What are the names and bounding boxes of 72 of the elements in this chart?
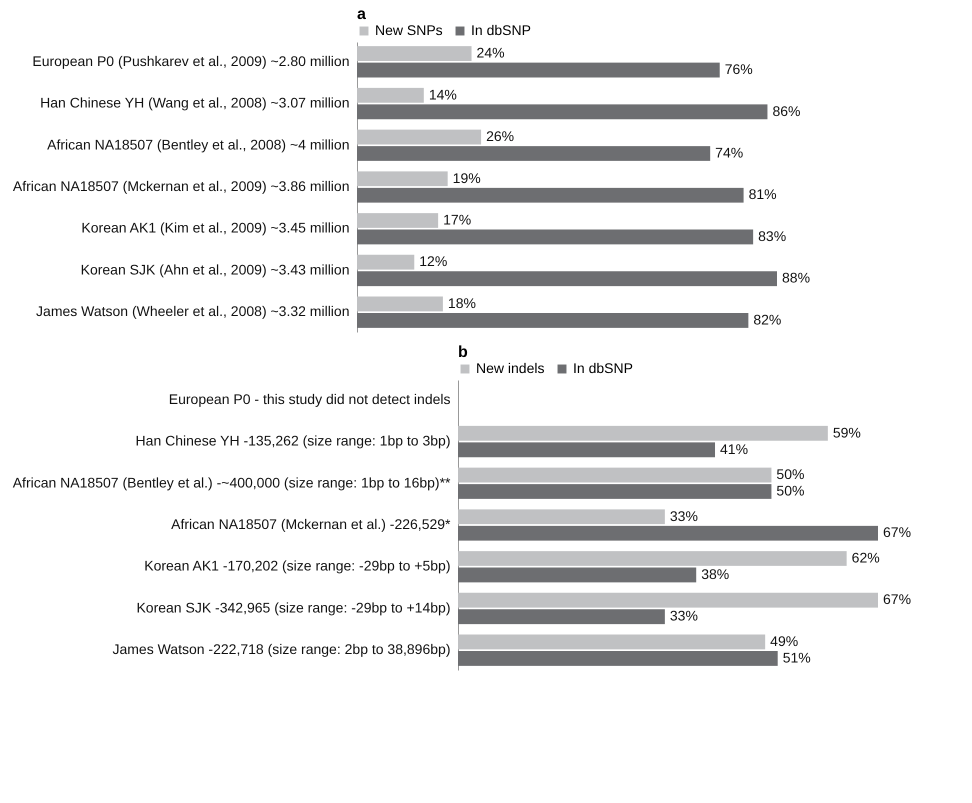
bar [357, 271, 777, 286]
data-label: 26% [486, 128, 514, 144]
bar [357, 313, 748, 328]
bar [357, 213, 438, 228]
data-label: 14% [428, 86, 457, 102]
data-label: 59% [832, 424, 861, 440]
data-label: 88% [782, 270, 810, 286]
bar [458, 592, 878, 608]
data-label: 50% [776, 466, 804, 482]
bar [458, 609, 665, 624]
bar [357, 254, 414, 270]
bar [458, 551, 847, 566]
legend-label: New SNPs [375, 22, 443, 38]
bar [357, 188, 744, 203]
data-label: 51% [782, 649, 811, 666]
legend-label: New indels [476, 360, 544, 376]
bar [458, 426, 828, 441]
data-label: 83% [758, 228, 786, 244]
bar [458, 651, 778, 666]
bar [458, 509, 665, 524]
legend-label: In dbSNP [573, 360, 633, 376]
data-label: 86% [772, 102, 800, 119]
bar [458, 484, 772, 499]
bar [458, 568, 696, 582]
bar [357, 62, 720, 78]
bar [458, 526, 878, 541]
data-label: 33% [670, 608, 698, 624]
data-label: 24% [476, 44, 505, 61]
bar [357, 296, 443, 312]
bar [458, 442, 716, 458]
bar [357, 104, 768, 120]
data-label: 67% [883, 591, 912, 608]
y-tick-label: James Watson -222,718 (size range: 2bp to 38,896bp) [112, 641, 450, 658]
bar [357, 171, 448, 186]
data-label: 41% [720, 440, 748, 457]
chart-title: b [458, 344, 468, 361]
y-tick-label: Han Chinese YH -135,262 (size range: 1bp to 3bp) [136, 432, 450, 449]
bar [357, 146, 710, 161]
y-tick-label: Korean AK1 (Kim et al., 2009) ~3.45 million [81, 220, 350, 236]
chart-title: a [357, 6, 366, 23]
y-tick-label: African NA18507 (Bentley et al., 2008) ~4 million [47, 136, 350, 152]
legend-label: In dbSNP [471, 22, 531, 38]
bar [357, 230, 754, 244]
y-tick-label: Han Chinese YH (Wang et al., 2008) ~3.07 million [40, 94, 350, 111]
data-label: 38% [701, 566, 730, 582]
bar [357, 46, 472, 61]
bar [458, 468, 772, 482]
data-label: 17% [443, 211, 472, 228]
y-tick-label: African NA18507 (Mckernan et al.) -226,529* [171, 516, 452, 532]
data-label: 50% [776, 482, 804, 499]
data-label: 62% [852, 549, 880, 566]
y-tick-label: European P0 - this study did not detect indels [168, 390, 450, 407]
y-tick-label: Korean SJK (Ahn et al., 2009) ~3.43 million [80, 261, 350, 278]
data-label: 82% [753, 311, 782, 328]
data-label: 76% [724, 61, 753, 78]
data-label: 33% [670, 508, 698, 524]
y-tick-label: Korean AK1 -170,202 (size range: -29bp to +5bp) [144, 558, 450, 574]
data-label: 49% [770, 632, 798, 649]
bar [357, 88, 424, 103]
data-label: 81% [748, 186, 777, 202]
y-tick-label: African NA18507 (Bentley et al.) -~400,000 (size range: 1bp to 16bp)** [12, 474, 452, 490]
y-tick-label: Korean SJK -342,965 (size range: -29bp to +14bp) [136, 599, 450, 616]
data-label: 74% [715, 144, 744, 161]
y-tick-label: European P0 (Pushkarev et al., 2009) ~2.80 million [32, 52, 350, 69]
data-label: 19% [452, 170, 481, 186]
bar [458, 634, 766, 650]
y-tick-label: African NA18507 (Mckernan et al., 2009) ~3.86 million [12, 178, 350, 194]
data-label: 12% [419, 253, 448, 270]
bar [357, 130, 482, 144]
data-label: 18% [448, 294, 476, 311]
data-label: 67% [883, 524, 912, 540]
y-tick-label: James Watson (Wheeler et al., 2008) ~3.32 million [36, 303, 350, 320]
